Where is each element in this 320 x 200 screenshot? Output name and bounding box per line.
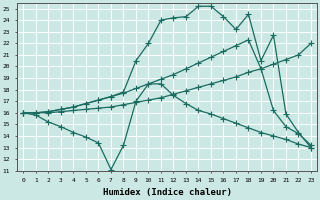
- X-axis label: Humidex (Indice chaleur): Humidex (Indice chaleur): [103, 188, 232, 197]
